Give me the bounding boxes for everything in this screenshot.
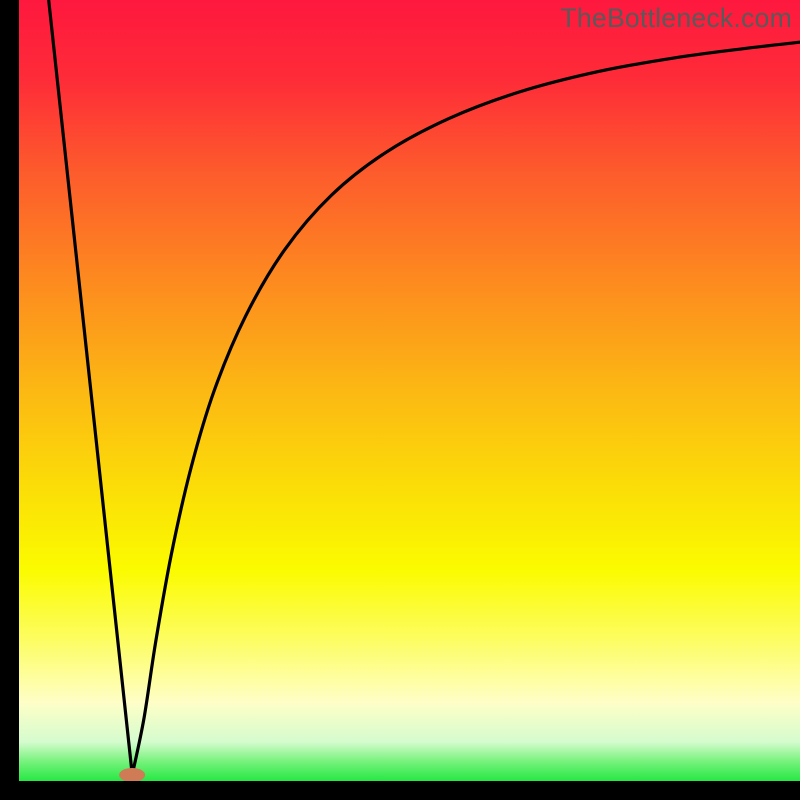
watermark-text: TheBottleneck.com [560, 3, 792, 34]
curve-path [49, 0, 800, 775]
frame-bottom [0, 781, 800, 800]
bottleneck-chart [19, 0, 800, 781]
bottleneck-curve [19, 0, 800, 781]
frame-left [0, 0, 19, 800]
curve-minimum-marker [119, 768, 145, 781]
